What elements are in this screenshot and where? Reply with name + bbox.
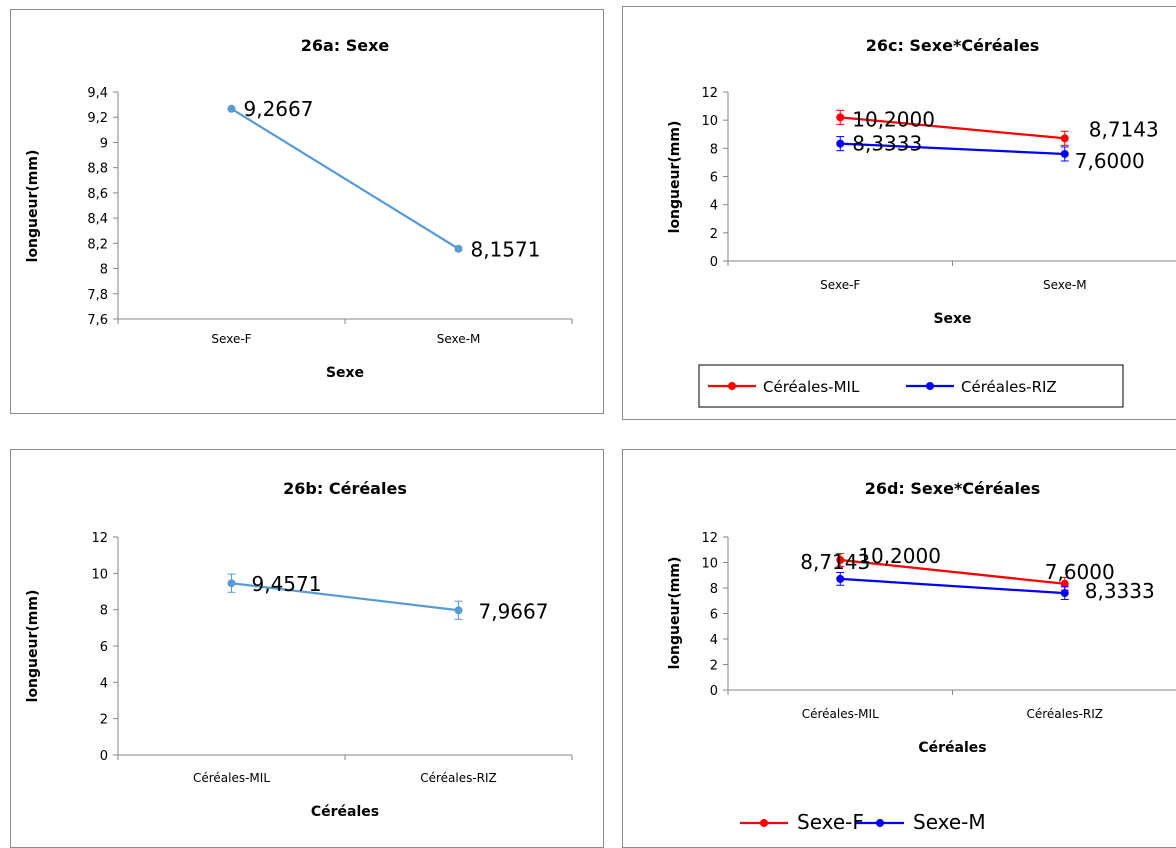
data-point	[454, 606, 463, 615]
y-axis-label: longueur(mm)	[667, 557, 683, 670]
data-point	[1060, 149, 1069, 158]
x-category-label: Céréales-MIL	[193, 771, 270, 785]
y-tick-label: 8,8	[87, 162, 108, 177]
chart-26c-panel: 26c: Sexe*Céréales 0 2 4 6 8 10 12 Sexe-F Sexe-M S…	[622, 6, 1176, 420]
data-label: 9,4571	[252, 572, 322, 596]
x-category-label: Sexe-M	[437, 332, 481, 346]
data-label: 10,2000	[858, 544, 941, 568]
data-point	[836, 555, 845, 564]
y-tick-label: 10	[701, 114, 718, 129]
y-tick-label: 7,8	[87, 288, 108, 303]
x-category-label: Céréales-MIL	[802, 707, 879, 721]
chart-title: 26a: Sexe	[301, 36, 390, 55]
y-tick-label: 8,2	[87, 237, 108, 252]
y-tick-label: 2	[100, 713, 108, 728]
data-point	[836, 139, 845, 148]
data-point	[836, 113, 845, 122]
chart-26b-panel: 26b: Céréales 0 2 4 6 8 10 12 Céréales-MIL Céréal…	[10, 449, 604, 848]
data-label: 8,3333	[1085, 579, 1155, 603]
chart-title: 26c: Sexe*Céréales	[866, 36, 1040, 55]
data-point	[1060, 579, 1069, 588]
y-axis-label: longueur(mm)	[25, 150, 41, 263]
data-point	[227, 104, 236, 113]
legend-entry: Céréales-RIZ	[961, 378, 1057, 396]
y-tick-label: 8	[100, 604, 108, 619]
chart-26c-svg: 26c: Sexe*Céréales 0 2 4 6 8 10 12 Sexe-F Sexe-M S…	[667, 36, 1176, 408]
chart-26a-svg: 26a: Sexe 7,6 7,8 8 8,2 8,4 8,6 8,8 9 9,2 9,4 Sexe-…	[25, 36, 573, 381]
data-label: 9,2667	[244, 97, 314, 121]
y-tick-label: 8,6	[87, 187, 108, 202]
data-point	[454, 244, 463, 253]
legend-entry: Céréales-MIL	[763, 378, 860, 396]
y-tick-label: 4	[100, 676, 108, 691]
y-tick-label: 4	[710, 633, 718, 648]
data-label: 8,3333	[852, 132, 922, 156]
y-tick-label: 7,6	[87, 313, 108, 328]
y-tick-label: 10	[701, 557, 718, 572]
series-line	[230, 107, 460, 250]
y-tick-label: 8,4	[87, 212, 108, 227]
x-category-label: Sexe-M	[1043, 278, 1087, 292]
y-tick-label: 12	[701, 531, 718, 546]
chart-26d-panel: 26d: Sexe*Céréales 0 2 4 6 8 10 12 Céréales-MIL C…	[622, 449, 1176, 848]
legend-swatch-marker	[876, 819, 884, 827]
data-label: 7,6000	[1075, 149, 1145, 173]
chart-26b-svg: 26b: Céréales 0 2 4 6 8 10 12 Céréales-MIL Céréal…	[25, 479, 573, 820]
data-label: 8,1571	[471, 238, 541, 262]
data-label: 7,9667	[479, 599, 549, 623]
y-tick-label: 6	[710, 171, 718, 186]
chart-26a-panel: 26a: Sexe 7,6 7,8 8 8,2 8,4 8,6 8,8 9 9,2 9,4 Sexe-…	[10, 9, 604, 414]
x-axis-label: Céréales	[311, 804, 379, 820]
y-tick-label: 8	[100, 263, 108, 278]
y-tick-label: 0	[100, 749, 108, 764]
y-tick-label: 9,4	[87, 86, 108, 101]
series-line	[840, 577, 1065, 595]
series-line	[840, 142, 1065, 156]
chart-title: 26d: Sexe*Céréales	[865, 479, 1041, 498]
series-line	[840, 116, 1065, 140]
legend-swatch-marker	[728, 382, 736, 390]
legend-swatch-marker	[926, 382, 934, 390]
data-label: 10,2000	[852, 107, 935, 131]
y-tick-label: 12	[701, 86, 718, 101]
y-tick-label: 10	[91, 567, 108, 582]
y-tick-label: 9,2	[87, 111, 108, 126]
y-tick-label: 0	[710, 684, 718, 699]
y-tick-label: 2	[710, 227, 718, 242]
y-tick-label: 8	[710, 142, 718, 157]
series-line	[231, 582, 459, 612]
y-axis-label: longueur(mm)	[25, 590, 41, 703]
legend-entry: Sexe-M	[913, 810, 986, 834]
data-label: 8,7143	[1089, 117, 1159, 141]
data-point	[227, 579, 236, 588]
y-tick-label: 8	[710, 582, 718, 597]
chart-26d-svg: 26d: Sexe*Céréales 0 2 4 6 8 10 12 Céréales-MIL C…	[667, 479, 1176, 834]
data-point	[1060, 134, 1069, 143]
x-category-label: Céréales-RIZ	[1026, 707, 1103, 721]
y-tick-label: 2	[710, 659, 718, 674]
y-tick-label: 4	[710, 199, 718, 214]
data-label: 7,6000	[1045, 560, 1115, 584]
y-tick-label: 0	[710, 255, 718, 270]
y-tick-label: 6	[100, 640, 108, 655]
legend-entry: Sexe-F	[797, 810, 864, 834]
x-category-label: Sexe-F	[820, 278, 860, 292]
chart-title: 26b: Céréales	[283, 479, 407, 498]
x-category-label: Céréales-RIZ	[420, 771, 497, 785]
data-point	[836, 574, 845, 583]
x-axis-label: Céréales	[918, 740, 986, 756]
data-point	[1060, 589, 1069, 598]
y-tick-label: 6	[710, 608, 718, 623]
x-category-label: Sexe-F	[211, 332, 251, 346]
legend-swatch-marker	[760, 819, 768, 827]
series-line	[840, 558, 1065, 585]
x-axis-label: Sexe	[933, 311, 971, 327]
y-axis-label: longueur(mm)	[667, 121, 683, 234]
y-tick-label: 9	[100, 136, 108, 151]
y-tick-label: 12	[91, 531, 108, 546]
x-axis-label: Sexe	[326, 365, 364, 381]
data-label: 8,7143	[800, 550, 870, 574]
